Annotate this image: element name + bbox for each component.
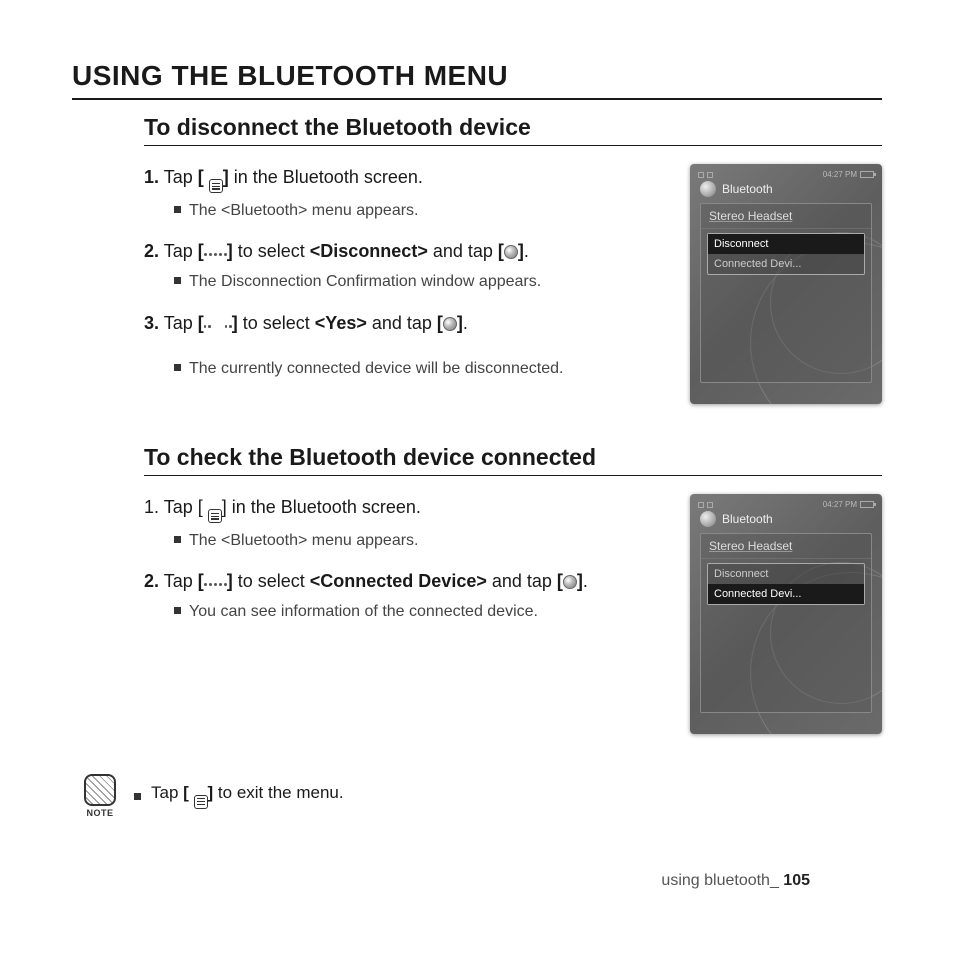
steps-list: 1. Tap [ ] in the Bluetooth screen. The … (144, 494, 690, 640)
step-bullet: You can see information of the connected… (144, 600, 682, 623)
battery-icon (860, 501, 874, 508)
device-mockup: 04:27 PM Bluetooth Stereo Headset Discon… (690, 164, 882, 404)
note-text: Tap [ ] to exit the menu. (134, 783, 344, 808)
section-disconnect: To disconnect the Bluetooth device 1. Ta… (72, 114, 882, 404)
step-bullet: The Disconnection Confirmation window ap… (144, 270, 682, 293)
section-title: To check the Bluetooth device connected (144, 444, 882, 476)
step-number: 3. (144, 313, 159, 333)
step-bullet: The <Bluetooth> menu appears. (144, 199, 682, 222)
step-text: Tap [ (164, 497, 208, 517)
step-number: 1. (144, 167, 159, 187)
leftright-icon (204, 325, 232, 351)
bluetooth-icon (700, 511, 716, 527)
device-menu: Disconnect Connected Devi... (707, 563, 865, 605)
updown-icon (204, 253, 227, 256)
section-title: To disconnect the Bluetooth device (144, 114, 882, 146)
step-text: Tap (164, 571, 198, 591)
step-text: ] in the Bluetooth screen. (222, 497, 421, 517)
battery-icon (860, 171, 874, 178)
step-number: 1. (144, 497, 159, 517)
device-menu: Disconnect Connected Devi... (707, 233, 865, 275)
device-time: 04:27 PM (823, 500, 857, 509)
step-text: Tap (164, 167, 198, 187)
updown-icon (204, 583, 227, 586)
step-2: 2. Tap [] to select <Connected Device> a… (144, 568, 682, 623)
step-1: 1. Tap [ ] in the Bluetooth screen. The … (144, 164, 682, 222)
device-mockup: 04:27 PM Bluetooth Stereo Headset Discon… (690, 494, 882, 734)
device-status-bar: 04:27 PM (694, 168, 878, 179)
select-icon (443, 317, 457, 331)
step-2: 2. Tap [] to select <Disconnect> and tap… (144, 238, 682, 293)
step-bullet: The currently connected device will be d… (144, 357, 682, 380)
step-text: Tap (164, 241, 198, 261)
device-panel: Stereo Headset Disconnect Connected Devi… (700, 203, 872, 383)
bluetooth-icon (700, 181, 716, 197)
step-text: Tap (164, 313, 198, 333)
section-check-connected: To check the Bluetooth device connected … (72, 444, 882, 734)
device-title-row: Bluetooth (694, 509, 878, 533)
menu-icon (194, 795, 208, 809)
device-time: 04:27 PM (823, 170, 857, 179)
bracket: [ (198, 167, 209, 187)
menu-icon (209, 179, 223, 193)
device-panel: Stereo Headset Disconnect Connected Devi… (700, 533, 872, 713)
device-list-item: Stereo Headset (701, 534, 871, 559)
device-menu-item: Connected Devi... (708, 584, 864, 604)
device-menu-item: Connected Devi... (708, 254, 864, 274)
device-title: Bluetooth (722, 512, 773, 526)
select-icon (563, 575, 577, 589)
step-bullet: The <Bluetooth> menu appears. (144, 529, 682, 552)
device-title-row: Bluetooth (694, 179, 878, 203)
step-number: 2. (144, 571, 159, 591)
note: NOTE Tap [ ] to exit the menu. (72, 774, 882, 818)
device-status-bar: 04:27 PM (694, 498, 878, 509)
step-3: 3. Tap [ ] to select <Yes> and tap []. T… (144, 310, 682, 381)
note-icon: NOTE (80, 774, 120, 818)
device-title: Bluetooth (722, 182, 773, 196)
device-menu-item: Disconnect (708, 234, 864, 254)
manual-page: USING THE BLUETOOTH MENU To disconnect t… (72, 60, 882, 914)
step-text: in the Bluetooth screen. (229, 167, 423, 187)
menu-icon (208, 509, 222, 523)
device-menu-item: Disconnect (708, 564, 864, 584)
page-title: USING THE BLUETOOTH MENU (72, 60, 882, 100)
select-icon (504, 245, 518, 259)
device-list-item: Stereo Headset (701, 204, 871, 229)
step-number: 2. (144, 241, 159, 261)
page-footer: using bluetooth_ 105 (661, 872, 810, 890)
step-1: 1. Tap [ ] in the Bluetooth screen. The … (144, 494, 682, 552)
steps-list: 1. Tap [ ] in the Bluetooth screen. The … (144, 164, 690, 396)
